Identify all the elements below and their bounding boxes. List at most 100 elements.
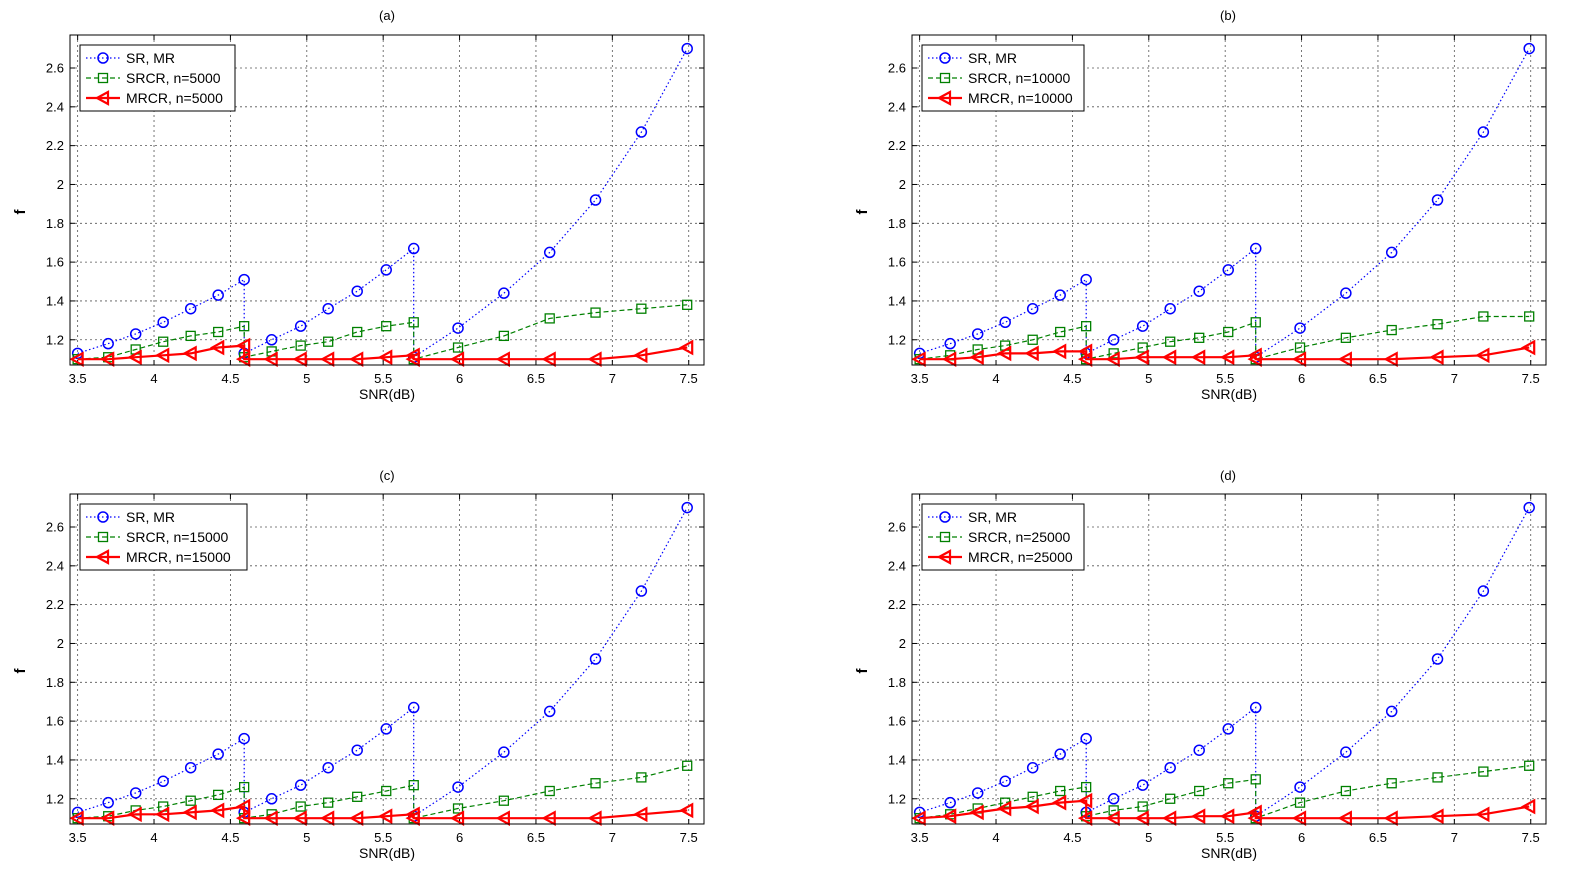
- data-point: [449, 810, 465, 826]
- subplot-4: 3.5 4 4.5 5 5.5 6 6.5 7 7.5 1.2 1.4 1.6 1.8 2 2.2 2.4 2.…: [854, 468, 1547, 861]
- data-point: [541, 810, 556, 826]
- data-point: [1134, 349, 1149, 366]
- data-point: [1432, 319, 1443, 330]
- data-point: [1223, 326, 1234, 338]
- x-tick-label: 5: [303, 371, 310, 386]
- axes-frame: [911, 34, 1547, 366]
- data-point: [635, 126, 648, 138]
- x-tick-label: 3.5: [911, 830, 929, 845]
- series-line: [919, 346, 1530, 361]
- series-line: [77, 48, 688, 359]
- data-point: [408, 780, 419, 791]
- x-tick-label: 7: [1451, 371, 1458, 386]
- data-point: [944, 337, 956, 350]
- data-point: [682, 299, 693, 310]
- data-point: [1247, 351, 1262, 367]
- data-point: [498, 287, 510, 299]
- legend-entry: SR, MR: [968, 50, 1017, 66]
- y-tick-label: 1.4: [46, 752, 64, 767]
- data-point: [377, 349, 393, 366]
- y-tick-label: 1.4: [888, 752, 906, 767]
- data-point: [587, 351, 602, 367]
- data-point: [1080, 273, 1092, 286]
- data-point: [1165, 793, 1176, 804]
- data-point: [1249, 701, 1262, 714]
- x-tick-label: 5.5: [1216, 371, 1234, 386]
- series-line: [77, 507, 688, 818]
- data-point: [452, 322, 464, 334]
- data-point: [589, 653, 602, 665]
- data-point: [1431, 653, 1444, 665]
- y-tick-label: 2.4: [46, 558, 64, 573]
- data-point: [1247, 810, 1262, 826]
- x-tick-label: 6: [1298, 830, 1305, 845]
- data-point: [322, 761, 334, 774]
- x-tick-label: 6: [1298, 371, 1305, 386]
- x-tick-label: 4.5: [1063, 830, 1081, 845]
- data-point: [154, 806, 170, 823]
- data-point: [1105, 810, 1120, 826]
- data-point: [589, 194, 602, 206]
- series-line: [77, 304, 688, 360]
- x-tick-label: 5: [303, 830, 310, 845]
- data-point: [999, 316, 1011, 329]
- legend-marker: [939, 52, 951, 64]
- data-point: [681, 501, 693, 514]
- x-tick-label: 4: [150, 371, 157, 386]
- y-tick-label: 2.2: [46, 138, 64, 153]
- series-line: [77, 344, 688, 361]
- y-tick-label: 2.2: [46, 597, 64, 612]
- data-point: [1077, 810, 1093, 826]
- data-point: [212, 289, 224, 301]
- data-point: [1161, 349, 1177, 366]
- data-point: [351, 744, 363, 756]
- series-3: [911, 339, 1536, 367]
- legend-marker: [97, 52, 109, 64]
- data-point: [971, 787, 984, 799]
- data-point: [185, 795, 196, 806]
- data-point: [352, 791, 363, 802]
- data-point: [1193, 744, 1205, 756]
- series-2: [72, 299, 693, 365]
- legend-entry: SRCR, n=10000: [968, 70, 1071, 86]
- data-point: [1137, 342, 1148, 353]
- data-point: [380, 723, 392, 735]
- subplot-3: 3.5 4 4.5 5 5.5 6 6.5 7 7.5 1.2 1.4 1.6 1.8 2 2.2 2.4 2.…: [12, 468, 705, 861]
- y-axis-label: f: [854, 209, 871, 215]
- data-point: [1520, 339, 1536, 356]
- data-point: [498, 330, 510, 342]
- x-tick-label: 5: [1145, 371, 1152, 386]
- data-point: [238, 732, 250, 745]
- data-point: [1337, 351, 1352, 367]
- data-point: [633, 806, 648, 823]
- legend-entry: MRCR, n=10000: [968, 90, 1073, 106]
- legend-entry: SRCR, n=5000: [126, 70, 221, 86]
- data-point: [1386, 324, 1397, 336]
- y-axis-label: f: [12, 668, 29, 674]
- y-tick-label: 1.2: [888, 332, 906, 347]
- data-point: [1524, 760, 1535, 771]
- data-point: [157, 775, 169, 788]
- x-tick-label: 6.5: [1369, 371, 1387, 386]
- data-point: [1024, 798, 1039, 815]
- x-tick-label: 3.5: [69, 371, 87, 386]
- x-tick-label: 6: [456, 371, 463, 386]
- y-axis-label: f: [854, 668, 871, 674]
- data-point: [1134, 810, 1149, 826]
- y-tick-label: 1.6: [46, 714, 64, 729]
- data-point: [381, 321, 392, 332]
- data-point: [1429, 808, 1444, 825]
- data-point: [69, 351, 84, 367]
- subplot-2: 3.5 4 4.5 5 5.5 6 6.5 7 7.5 1.2 1.4 1.6 1.8 2 2.2 2.4 2.…: [854, 8, 1547, 402]
- data-point: [319, 351, 335, 367]
- data-point: [941, 808, 957, 825]
- data-point: [1161, 810, 1177, 826]
- y-tick-label: 2.6: [46, 520, 64, 535]
- data-point: [1077, 343, 1093, 360]
- data-point: [295, 340, 306, 351]
- y-tick-label: 2.4: [888, 558, 906, 573]
- data-point: [543, 246, 556, 259]
- data-point: [1081, 321, 1092, 332]
- data-point: [405, 810, 420, 826]
- axes-frame: [69, 493, 705, 825]
